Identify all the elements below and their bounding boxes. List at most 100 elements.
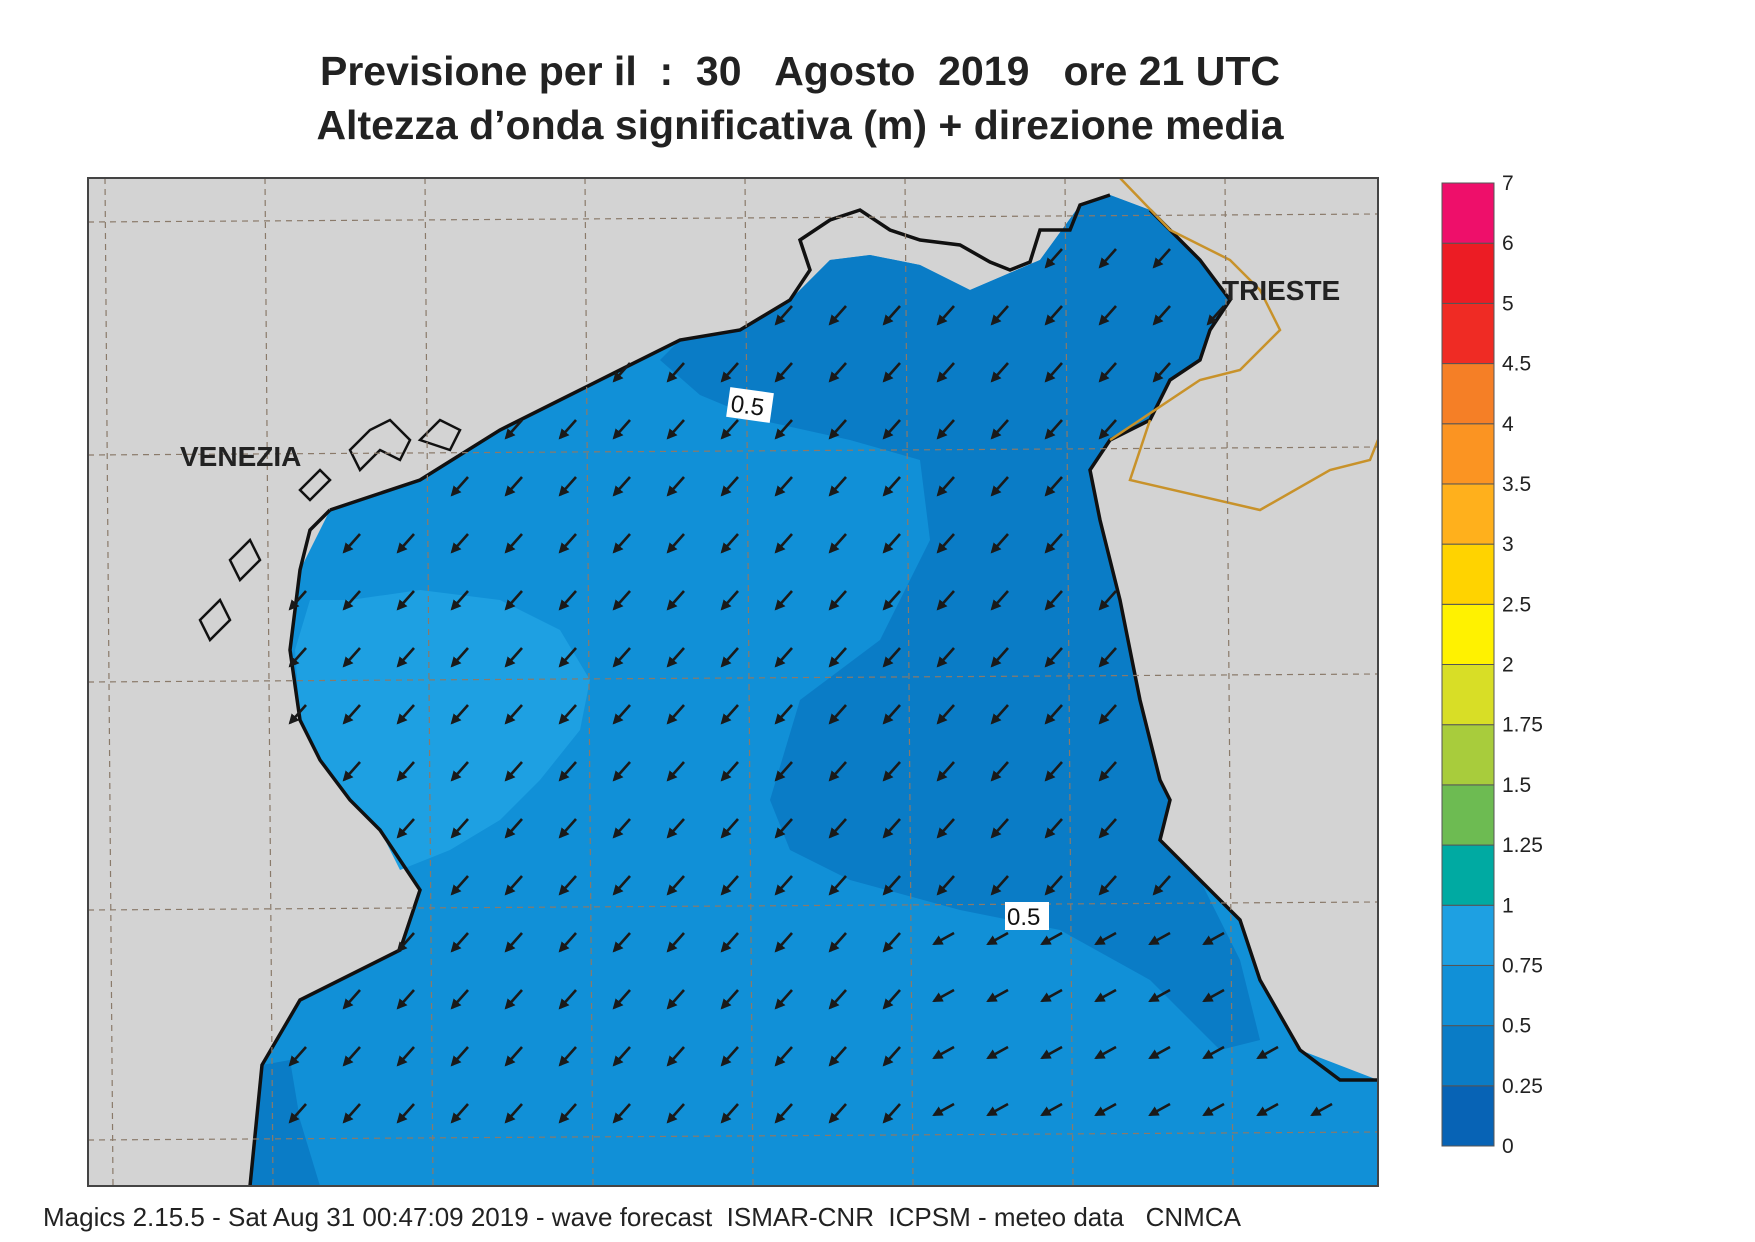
colorbar-swatch: [1441, 1085, 1495, 1147]
colorbar-swatch: [1441, 1025, 1495, 1087]
wave-arrow: [1202, 1045, 1225, 1060]
wave-arrow: [288, 1046, 307, 1067]
wave-arrow: [990, 647, 1009, 668]
wave-arrow: [666, 761, 685, 782]
wave-arrow: [342, 533, 361, 554]
wave-arrow: [666, 647, 685, 668]
wave-arrow: [1040, 931, 1063, 946]
colorbar-tick-label: 2: [1502, 654, 1514, 677]
meridian-line: [1224, 178, 1234, 1186]
colorbar-swatch: [1441, 724, 1495, 786]
wave-arrow: [1094, 1045, 1117, 1060]
contour-label-north: 0.5: [729, 390, 766, 421]
city-label-trieste: TRIESTE: [1222, 275, 1340, 306]
colorbar-swatch: [1441, 182, 1495, 244]
wave-arrow: [558, 875, 577, 896]
wave-arrow: [1044, 761, 1063, 782]
wave-arrow: [1148, 931, 1171, 946]
coastline-east: [1088, 208, 1378, 1082]
wave-arrow: [1098, 590, 1117, 611]
wave-arrow: [720, 761, 739, 782]
wave-arrow: [720, 989, 739, 1010]
colorbar-tick-label: 1.25: [1502, 834, 1543, 857]
contour-label-bg: [1005, 902, 1049, 930]
wave-arrow: [666, 932, 685, 953]
wave-arrow: [1094, 1102, 1117, 1117]
wave-arrow: [612, 1046, 631, 1067]
wave-arrow: [774, 1103, 793, 1124]
wave-arrow: [774, 305, 793, 326]
wave-arrow: [1044, 362, 1063, 383]
wave-arrow: [558, 1103, 577, 1124]
contour-label-south: 0.5: [1007, 904, 1040, 931]
wave-arrow: [504, 875, 523, 896]
colorbar-swatch: [1441, 603, 1495, 665]
colorbar-swatch: [1441, 543, 1495, 605]
wave-arrow: [828, 1103, 847, 1124]
colorbar-tick-label: 3.5: [1502, 473, 1531, 496]
wave-arrow: [828, 1046, 847, 1067]
wave-arrow: [1148, 988, 1171, 1003]
wave-arrow: [936, 362, 955, 383]
wave-arrow: [1044, 419, 1063, 440]
wave-arrow: [1098, 362, 1117, 383]
wave-arrow: [990, 362, 1009, 383]
lagoon-islands: [198, 418, 462, 643]
wave-arrow: [720, 932, 739, 953]
wave-arrow: [720, 875, 739, 896]
wave-arrow: [828, 419, 847, 440]
country-border: [1109, 178, 1378, 512]
wave-arrow: [396, 761, 415, 782]
wave-arrow: [504, 476, 523, 497]
wave-arrow: [932, 988, 955, 1003]
wave-arrow: [936, 818, 955, 839]
wave-arrow: [828, 989, 847, 1010]
colorbar-tick-label: 7: [1502, 172, 1514, 195]
colorbar-tick-label: 4.5: [1502, 353, 1531, 376]
wave-arrow: [774, 704, 793, 725]
wave-arrow: [882, 533, 901, 554]
wave-arrow: [720, 362, 739, 383]
colorbar-swatch: [1441, 483, 1495, 545]
colorbar-tick-label: 0.75: [1502, 954, 1543, 977]
contour-label-bg: [726, 387, 774, 423]
wave-arrow: [882, 875, 901, 896]
colorbar-swatch: [1441, 242, 1495, 304]
wave-arrow: [828, 875, 847, 896]
colorbar-swatch: [1441, 302, 1495, 365]
wave-arrow: [396, 818, 415, 839]
wave-arrow: [936, 647, 955, 668]
wave-arrow: [450, 875, 469, 896]
wave-arrow: [774, 989, 793, 1010]
map-frame: [87, 177, 1379, 1187]
wave-arrow: [1256, 1102, 1279, 1117]
map-subtitle: Altezza d’onda significativa (m) + direz…: [316, 102, 1284, 148]
wave-arrow: [288, 590, 307, 611]
wave-arrow: [558, 533, 577, 554]
wave-arrow: [774, 1046, 793, 1067]
wave-arrow: [450, 818, 469, 839]
wave-arrow: [720, 476, 739, 497]
wave-arrow: [396, 590, 415, 611]
wave-arrow: [828, 818, 847, 839]
wave-arrow: [1152, 305, 1171, 326]
wave-arrow: [1044, 647, 1063, 668]
wave-arrow: [720, 704, 739, 725]
wave-arrow: [504, 419, 523, 440]
wave-arrow: [612, 533, 631, 554]
wave-arrow: [558, 989, 577, 1010]
wave-arrow: [1094, 931, 1117, 946]
wave-arrow: [720, 1046, 739, 1067]
wave-arrow: [666, 875, 685, 896]
wave-arrow: [396, 1046, 415, 1067]
wave-arrow: [936, 533, 955, 554]
colorbar: 0 0.25 0.5 0.75 1 1.25 1.5 1.75 2 2.5 3 3.5 4 4.5 5 6 7: [1441, 172, 1543, 1158]
wave-arrow: [1098, 305, 1117, 326]
coastline-north: [329, 193, 1111, 512]
wave-arrow: [828, 704, 847, 725]
wave-arrow: [288, 1103, 307, 1124]
wave-arrow: [774, 590, 793, 611]
meridian-line: [424, 178, 434, 1186]
wave-arrow: [666, 590, 685, 611]
wave-arrow: [612, 647, 631, 668]
